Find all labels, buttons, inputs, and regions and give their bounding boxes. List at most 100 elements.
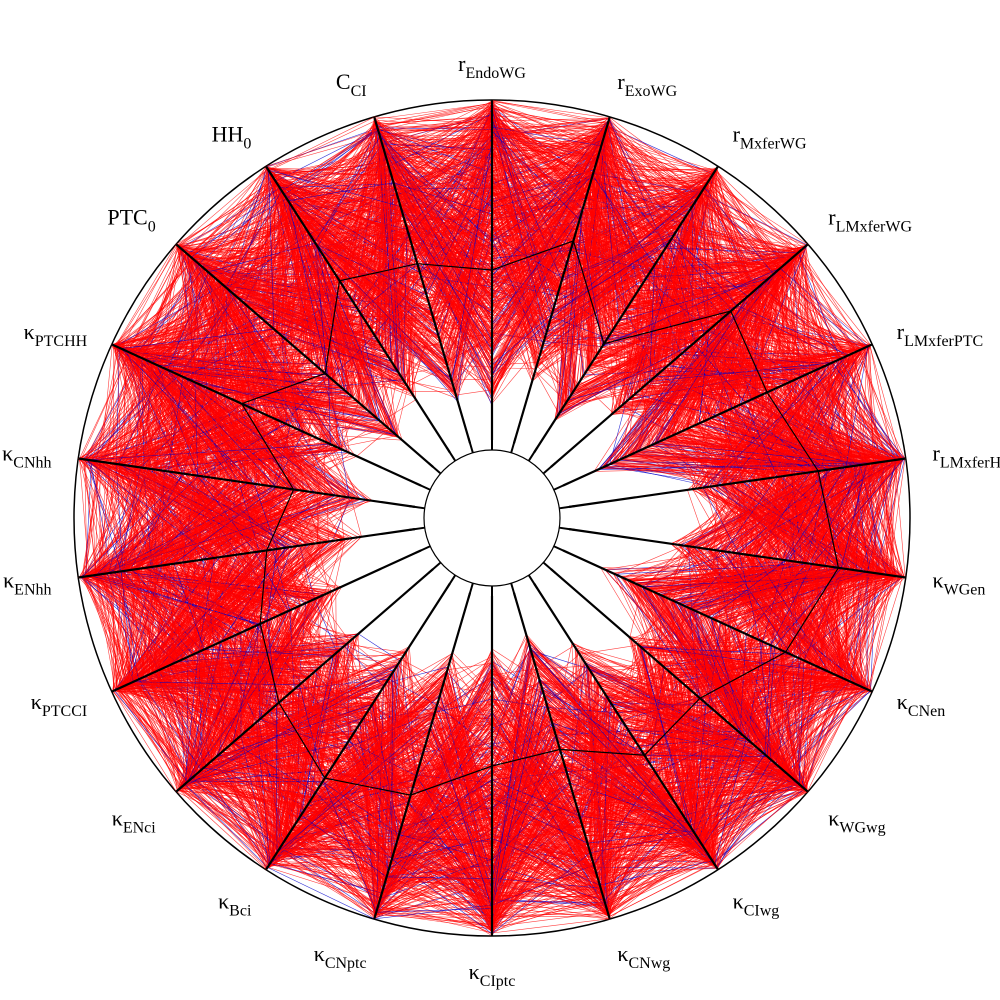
axis-inner-tick	[553, 545, 569, 554]
axis-label-base: κ	[314, 941, 325, 966]
axis-label-subscript: WGen	[944, 581, 986, 598]
axis-inner-tick	[427, 561, 442, 574]
axis-spoke	[562, 343, 873, 487]
axis-label-base: κ	[218, 888, 229, 913]
axis-spoke	[512, 592, 611, 920]
axis-inner-tick	[559, 526, 576, 531]
axis-label-subscript: PTCCI	[42, 703, 87, 720]
axis-label: CCI	[336, 69, 367, 100]
axis-label-base: κ	[112, 805, 123, 830]
axis-spoke	[111, 549, 422, 693]
axis-label-base: HH	[212, 122, 244, 147]
axis-label: κCIwg	[733, 888, 780, 919]
axis-spoke	[78, 457, 415, 508]
axis-inner-tick	[553, 482, 569, 491]
axis-inner-tick	[445, 574, 457, 590]
axis-label: κCNhh	[2, 441, 51, 472]
axis-inner-tick	[559, 505, 576, 510]
axis-label: κCNen	[897, 689, 945, 720]
axis-label-subscript: LMxferHH	[940, 455, 1000, 472]
axis-label: κENhh	[3, 567, 51, 598]
axis-label-base: r	[828, 205, 836, 230]
axis-label: κCIptc	[469, 959, 516, 990]
axis-label: HH0	[212, 122, 252, 153]
axes-layer	[78, 100, 906, 936]
axis-label-base: κ	[933, 567, 944, 592]
axis-label-base: r	[933, 441, 941, 466]
axis-label-base: κ	[3, 567, 14, 592]
axis-label-subscript: CNwg	[628, 955, 670, 972]
axis-label-base: κ	[24, 319, 35, 344]
axis-label-subscript: ENci	[123, 819, 156, 836]
axis-spoke	[512, 116, 611, 444]
axis-label-base: κ	[469, 959, 480, 984]
axis-inner-tick	[408, 526, 425, 531]
axis-label-subscript: CIptc	[480, 973, 516, 990]
axis-label: rEndoWG	[458, 51, 526, 82]
axis-spoke	[569, 528, 906, 579]
axis-label: κPTCCI	[31, 689, 87, 720]
axis-inner-tick	[415, 545, 431, 554]
axis-label-subscript: EndoWG	[465, 65, 526, 82]
axis-label-subscript: LMxferPTC	[904, 333, 983, 350]
axis-label-subscript: CNhh	[13, 455, 51, 472]
axis-label-subscript: WGwg	[839, 819, 885, 836]
axis-label-subscript: 0	[148, 219, 156, 236]
inner-ticks-layer	[408, 434, 576, 602]
axis-spoke	[373, 592, 472, 920]
axis-inner-tick	[510, 437, 517, 454]
axis-label: κCNptc	[314, 941, 367, 972]
axis-label-base: r	[733, 122, 741, 147]
axis-label: κCNwg	[617, 941, 670, 972]
axis-label-subscript: LMxferWG	[836, 219, 913, 236]
axis-label-base: PTC	[107, 205, 147, 230]
axis-spoke	[111, 343, 422, 487]
inner-hole	[423, 449, 561, 587]
axis-inner-tick	[542, 561, 557, 574]
axis-label-subscript: MxferWG	[740, 136, 807, 153]
axis-inner-tick	[415, 482, 431, 491]
axis-label-base: r	[617, 69, 625, 94]
axis-inner-tick	[542, 462, 557, 475]
axis-labels-layer: rEndoWG rExoWGrMxferWGrLMxferWGrLMxferPTC…	[2, 51, 1000, 990]
axis-label: rLMxferPTC	[897, 319, 983, 350]
axis-label-base: κ	[733, 888, 744, 913]
axis-inner-tick	[427, 462, 442, 475]
axis-inner-tick	[467, 437, 474, 454]
axis-spoke	[265, 583, 451, 871]
axis-inner-tick	[467, 582, 474, 599]
axis-label-base: κ	[2, 441, 13, 466]
axis-label-base: C	[336, 69, 351, 94]
axis-spoke	[373, 116, 472, 444]
axis-label-subscript: CNptc	[325, 955, 367, 972]
axis-label-subscript: CI	[351, 83, 367, 100]
axis-label: PTC0	[107, 205, 155, 236]
axis-label: κWGwg	[828, 805, 885, 836]
axis-label-subscript: Bci	[229, 902, 252, 919]
axis-spoke	[533, 583, 719, 871]
axis-label: rLMxferWG	[828, 205, 912, 236]
axis-spoke	[175, 243, 434, 468]
axis-spoke	[265, 165, 451, 453]
axis-label: κBci	[218, 888, 252, 919]
axis-spoke	[550, 568, 809, 793]
axis-label-subscript: CIwg	[744, 902, 780, 919]
axis-spoke	[569, 457, 906, 508]
axis-label: rLMxferHH	[933, 441, 1000, 472]
axis-label-base: κ	[31, 689, 42, 714]
axis-label: rMxferWG	[733, 122, 807, 153]
axis-inner-tick	[510, 582, 517, 599]
axis-label-subscript: ExoWG	[625, 83, 678, 100]
axis-label-base: κ	[617, 941, 628, 966]
axis-inner-tick	[408, 505, 425, 510]
axis-spoke	[550, 243, 809, 468]
axis-spoke	[78, 528, 415, 579]
axis-label-subscript: CNen	[908, 703, 945, 720]
axis-label-subscript: 0	[243, 136, 251, 153]
axis-label-base: r	[897, 319, 905, 344]
axis-label: κENci	[112, 805, 157, 836]
axis-inner-tick	[527, 574, 539, 590]
axis-label-base: κ	[828, 805, 839, 830]
axis-label-base: r	[458, 51, 466, 76]
